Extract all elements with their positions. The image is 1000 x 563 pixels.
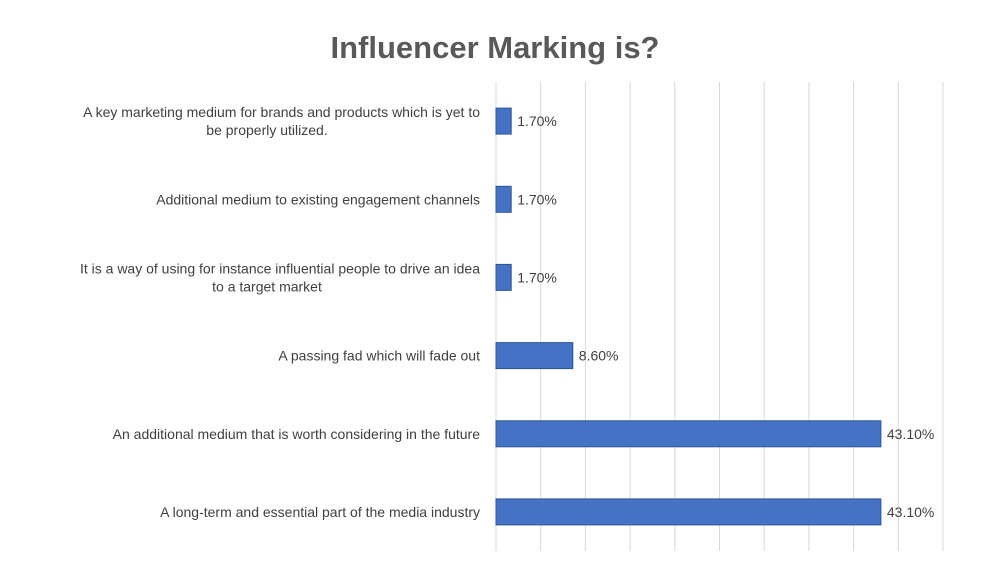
category-label: A long-term and essential part of the me…: [160, 504, 480, 520]
data-label: 43.10%: [887, 504, 934, 520]
gridlines: [495, 82, 944, 551]
bars: [495, 107, 882, 526]
category-label: It is a way of using for instance influe…: [80, 260, 480, 294]
bar: [495, 498, 882, 526]
bar: [495, 107, 512, 135]
data-label: 1.70%: [517, 269, 557, 285]
bar: [495, 420, 882, 448]
bar: [495, 342, 574, 370]
chart-title: Influencer Marking is?: [330, 30, 660, 65]
category-label: A passing fad which will fade out: [278, 348, 480, 364]
data-labels: 1.70% 1.70% 1.70% 8.60% 43.10% 43.10%: [517, 113, 934, 520]
bar: [495, 185, 512, 213]
category-label: An additional medium that is worth consi…: [113, 426, 481, 442]
category-label: Additional medium to existing engagement…: [156, 191, 480, 207]
data-label: 1.70%: [517, 113, 557, 129]
category-label: A key marketing medium for brands and pr…: [83, 104, 480, 138]
data-label: 43.10%: [887, 426, 934, 442]
bar: [495, 263, 512, 291]
category-labels: A key marketing medium for brands and pr…: [80, 104, 480, 520]
data-label: 1.70%: [517, 191, 557, 207]
data-label: 8.60%: [579, 348, 619, 364]
